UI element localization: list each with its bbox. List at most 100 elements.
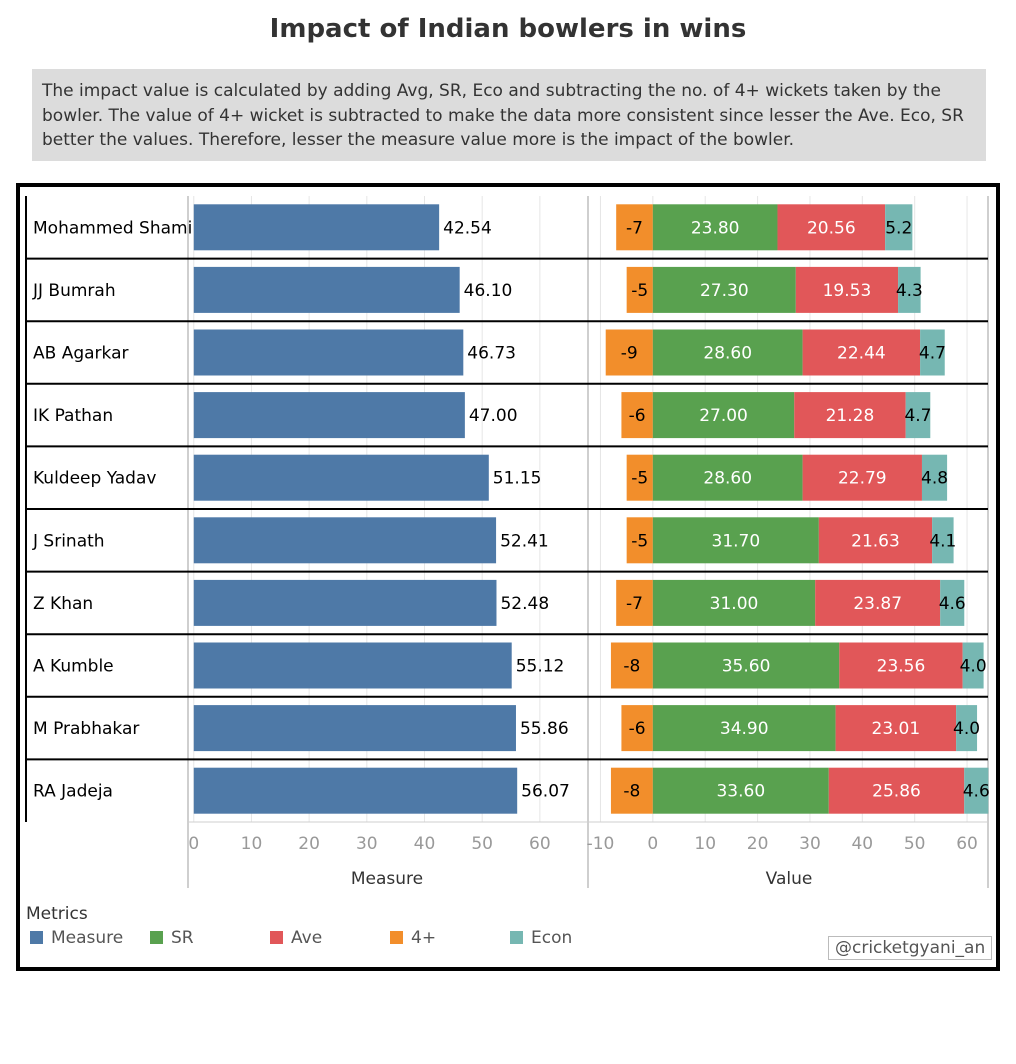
value-bar-econ xyxy=(956,705,978,752)
value-label-4plus: -9 xyxy=(621,344,638,364)
value-bar-ave xyxy=(828,767,965,814)
measure-label: 55.86 xyxy=(520,719,569,739)
value-bar-sr xyxy=(652,767,829,814)
legend-item-4plus[interactable]: 4+ xyxy=(390,928,436,948)
value-label-ave: 22.79 xyxy=(838,469,887,489)
watermark: @cricketgyani_an xyxy=(828,936,993,960)
measure-tick-label: 10 xyxy=(241,834,263,854)
value-label-econ: 4.7 xyxy=(919,344,946,364)
value-label-ave: 20.56 xyxy=(807,218,856,238)
legend-item-sr[interactable]: SR xyxy=(150,928,194,948)
value-bar-sr xyxy=(652,579,816,626)
measure-tick-label: 40 xyxy=(414,834,436,854)
value-bar-econ xyxy=(940,579,965,626)
value-tick-label: 50 xyxy=(904,834,926,854)
player-name: M Prabhakar xyxy=(33,719,139,739)
value-bar-econ xyxy=(905,392,931,439)
value-label-econ: 4.0 xyxy=(953,719,980,739)
legend-label-ave: Ave xyxy=(291,928,323,948)
player-name: Kuldeep Yadav xyxy=(33,469,156,489)
value-label-sr: 31.70 xyxy=(712,531,761,551)
value-label-sr: 27.00 xyxy=(699,406,748,426)
legend-swatch-measure xyxy=(30,931,43,944)
measure-tick-label: 60 xyxy=(529,834,551,854)
value-bar-ave xyxy=(794,392,906,439)
measure-bar xyxy=(193,266,460,313)
measure-bar xyxy=(193,579,497,626)
measure-label: 52.41 xyxy=(500,531,549,551)
legend-item-econ[interactable]: Econ xyxy=(510,928,572,948)
value-label-econ: 4.1 xyxy=(929,531,956,551)
value-bar-sr xyxy=(652,517,819,564)
player-name: IK Pathan xyxy=(33,406,113,426)
value-bar-sr xyxy=(652,204,778,251)
value-label-ave: 21.28 xyxy=(826,406,875,426)
value-label-4plus: -6 xyxy=(629,406,646,426)
value-label-4plus: -5 xyxy=(631,281,648,301)
measure-tick-label: 30 xyxy=(356,834,378,854)
legend-swatch-ave xyxy=(270,931,283,944)
value-tick-label: 10 xyxy=(694,834,716,854)
legend-label-measure: Measure xyxy=(51,928,124,948)
measure-label: 46.73 xyxy=(467,344,516,364)
value-label-econ: 4.0 xyxy=(960,657,987,677)
value-bar-sr xyxy=(652,454,803,501)
value-bar-ave xyxy=(835,705,957,752)
value-label-ave: 23.56 xyxy=(877,657,926,677)
legend-label-4plus: 4+ xyxy=(411,928,437,948)
legend-item-ave[interactable]: Ave xyxy=(270,928,322,948)
measure-bar xyxy=(193,767,518,814)
value-label-sr: 28.60 xyxy=(703,344,752,364)
measure-label: 52.48 xyxy=(500,594,549,614)
value-label-econ: 4.6 xyxy=(963,782,990,802)
measure-tick-label: 0 xyxy=(188,834,199,854)
value-label-4plus: -8 xyxy=(623,657,640,677)
legend-swatch-sr xyxy=(150,931,163,944)
player-name: AB Agarkar xyxy=(33,344,128,364)
value-bar-4plus xyxy=(621,392,653,439)
value-tick-label: 0 xyxy=(647,834,658,854)
value-bar-econ xyxy=(885,204,913,251)
value-label-4plus: -7 xyxy=(626,594,643,614)
legend-swatch-4plus xyxy=(390,931,403,944)
measure-bar xyxy=(193,705,516,752)
legend-label-econ: Econ xyxy=(531,928,573,948)
measure-label: 56.07 xyxy=(521,782,570,802)
value-bar-4plus xyxy=(616,204,653,251)
value-tick-label: 40 xyxy=(851,834,873,854)
value-bar-4plus xyxy=(626,517,653,564)
value-bar-4plus xyxy=(616,579,653,626)
legend-item-measure[interactable]: Measure xyxy=(30,928,123,948)
value-bar-sr xyxy=(652,705,836,752)
legend-swatch-econ xyxy=(510,931,523,944)
value-bar-ave xyxy=(795,266,899,313)
value-tick-label: 60 xyxy=(956,834,978,854)
value-label-econ: 4.8 xyxy=(921,469,948,489)
value-label-ave: 22.44 xyxy=(837,344,886,364)
value-bar-ave xyxy=(839,642,963,689)
player-name: JJ Bumrah xyxy=(32,281,116,301)
value-label-sr: 33.60 xyxy=(716,782,765,802)
player-name: RA Jadeja xyxy=(33,782,113,802)
value-label-sr: 27.30 xyxy=(700,281,749,301)
value-label-4plus: -8 xyxy=(623,782,640,802)
value-label-sr: 35.60 xyxy=(722,657,771,677)
measure-label: 42.54 xyxy=(443,218,492,238)
value-label-ave: 19.53 xyxy=(823,281,872,301)
value-bar-ave xyxy=(777,204,886,251)
value-label-sr: 31.00 xyxy=(710,594,759,614)
value-tick-label: 30 xyxy=(799,834,821,854)
value-label-sr: 23.80 xyxy=(691,218,740,238)
value-label-ave: 23.87 xyxy=(853,594,902,614)
value-bar-ave xyxy=(802,329,921,376)
value-bar-econ xyxy=(962,642,984,689)
chart-title: Impact of Indian bowlers in wins xyxy=(269,14,747,44)
value-bar-ave xyxy=(818,517,933,564)
value-bar-ave xyxy=(815,579,941,626)
value-bar-ave xyxy=(802,454,922,501)
value-bar-econ xyxy=(920,329,945,376)
value-label-4plus: -7 xyxy=(626,218,643,238)
chart-frame xyxy=(16,183,1000,971)
value-label-4plus: -5 xyxy=(631,531,648,551)
value-label-ave: 25.86 xyxy=(872,782,921,802)
